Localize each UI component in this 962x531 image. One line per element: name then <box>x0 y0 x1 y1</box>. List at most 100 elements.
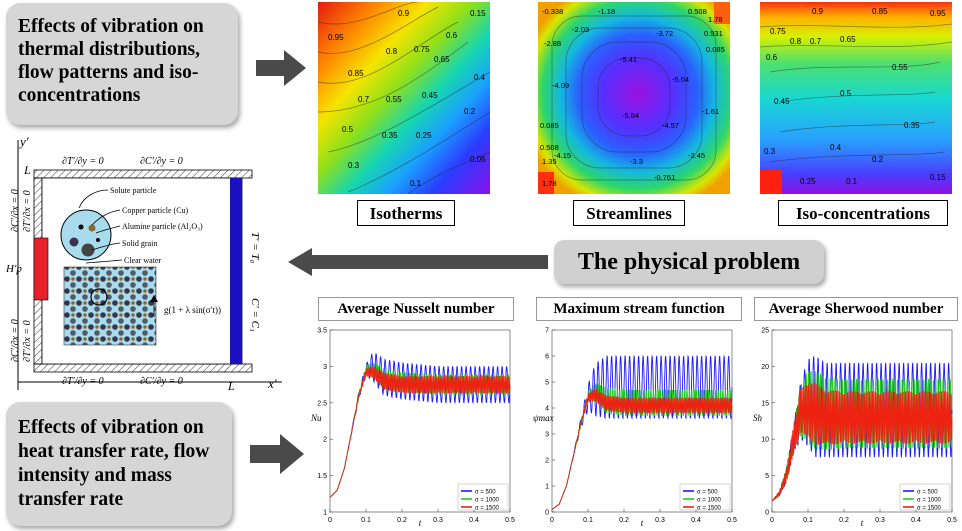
legend-alumina: Alumine particle (Al₂O₃) <box>122 222 203 231</box>
arrow-right-icon <box>256 50 306 86</box>
box-line: Effects of vibration on <box>18 417 204 438</box>
streamline-value: 0.508 <box>540 143 559 152</box>
streamline-value: -4.57 <box>662 121 679 130</box>
y-axis-label: Sh <box>753 413 763 423</box>
isoconc-value: 0.3 <box>764 147 776 156</box>
stream-function-chart: 0 0.1 0.2 0.3 0.4 0.5 0 1 2 3 4 5 6 7 t ψmax σ = 500 σ = … <box>533 328 737 529</box>
isoconcentration-plot: 0.9 0.85 0.95 0.75 0.8 0.7 0.65 0.6 0.55 0.5 0.45 0… <box>760 2 952 194</box>
x-tick-label: 0.4 <box>911 517 921 524</box>
x-axis-label: t <box>419 518 422 528</box>
isotherm-value: 0.65 <box>434 55 450 64</box>
streamline-value: -0.761 <box>654 173 675 182</box>
streamline-value: -3.3 <box>630 157 643 166</box>
right-solutal-bc: C′ = C₁ <box>249 298 261 332</box>
isotherm-value: 0.1 <box>410 179 422 188</box>
series-line <box>329 366 511 498</box>
isoconc-value: 0.45 <box>774 97 790 106</box>
isotherm-value: 0.4 <box>474 73 486 82</box>
box-line: intensity and mass <box>18 465 172 486</box>
isoconc-value: 0.65 <box>840 35 856 44</box>
streamline-value: -5.41 <box>620 55 637 64</box>
streamline-value: -4.09 <box>552 81 569 90</box>
nusselt-chart: 0 0.1 0.2 0.3 0.4 0.5 1 1.5 2 2.5 3 3.5 t Nu σ = 500 σ … <box>310 328 515 529</box>
arrow-right-icon <box>250 434 304 474</box>
streamline-value: -2.03 <box>572 25 589 34</box>
isoconc-value: 0.75 <box>770 27 786 36</box>
isotherm-plot: 0.9 0.15 0.95 0.8 0.75 0.65 0.6 0.85 0.4 0.7 0.55 0… <box>318 2 490 194</box>
right-thermal-bc: T′ = T₀ <box>249 232 261 264</box>
box-line: transfer rate <box>18 489 124 510</box>
y-tick-label: 25 <box>761 328 769 335</box>
x-tick-label: 0.1 <box>583 517 593 524</box>
bottom-thermal-bc: ∂T′/∂y = 0 <box>62 376 104 387</box>
series-line <box>551 354 733 510</box>
isoconc-value: 0.15 <box>930 173 946 182</box>
left-bottom-thermal-bc: ∂T′/∂x = 0 <box>22 320 33 362</box>
stream-chart-title: Maximum stream function <box>536 297 742 321</box>
y-tick-label: 3.5 <box>317 328 327 335</box>
y-tick-label: 2.5 <box>317 400 327 407</box>
series-line <box>551 388 733 510</box>
x-tick-label: 0.2 <box>839 517 849 524</box>
streamline-value: -5.04 <box>672 75 689 84</box>
streamlines-label: Streamlines <box>573 200 685 226</box>
x-tick-label: 0.2 <box>397 517 407 524</box>
box-line: flow patterns and iso- <box>18 62 199 83</box>
streamline-value: 1.35 <box>542 157 557 166</box>
x-axis-label: t <box>861 518 864 528</box>
isoconc-value: 0.55 <box>892 63 908 72</box>
length-label-bottom: L <box>227 379 235 393</box>
sherwood-chart: 0 0.1 0.2 0.3 0.4 0.5 0 5 10 15 20 25 t Sh σ = 500 σ = … <box>753 328 957 529</box>
left-bottom-solutal-bc: ∂C′/∂x = 0 <box>10 319 21 362</box>
x-tick-label: 0.3 <box>875 517 885 524</box>
isoconc-value: 0.6 <box>766 53 778 62</box>
y-tick-label: 1 <box>323 510 327 517</box>
y-axis-label: y′ <box>18 134 29 149</box>
legend-entry: σ = 500 <box>917 490 938 496</box>
x-tick-label: 0.1 <box>361 517 371 524</box>
box-line: heat transfer rate, flow <box>18 441 210 462</box>
streamline-value: -3.72 <box>656 29 673 38</box>
isoconc-value: 0.25 <box>800 177 816 186</box>
y-axis-label: ψmax <box>533 413 554 423</box>
legend-box <box>679 483 731 511</box>
nusselt-chart-title: Average Nusselt number <box>318 297 514 321</box>
isotherm-value: 0.7 <box>358 95 370 104</box>
isotherm-value: 0.25 <box>416 131 432 140</box>
box-line: Effects of vibration on <box>18 16 204 37</box>
y-tick-label: 1.5 <box>317 473 327 480</box>
legend-solute: Solute particle <box>110 186 157 195</box>
streamline-value: 1.78 <box>708 15 723 24</box>
y-tick-label: 7 <box>545 328 549 335</box>
length-label-top: L <box>23 163 31 177</box>
physical-schematic: y′ x′ L L ∂T′/∂y = 0 ∂C′/∂y = 0 ∂T′/∂y = 0 ∂C′/… <box>5 134 282 393</box>
vibration-effects-rates-box: Effects of vibration on heat transfer ra… <box>6 402 232 526</box>
legend-solid-grain: Solid grain <box>122 239 157 248</box>
legend-entry: σ = 1000 <box>917 498 942 504</box>
y-tick-label: 4 <box>545 406 549 413</box>
isotherm-value: 0.45 <box>422 91 438 100</box>
x-tick-label: 0.3 <box>655 517 665 524</box>
box-line: concentrations <box>18 85 141 106</box>
isoconc-value: 0.9 <box>812 7 824 16</box>
isoconc-value: 0.4 <box>830 143 842 152</box>
y-tick-label: 3 <box>545 432 549 439</box>
streamline-value: -4.15 <box>554 151 571 160</box>
x-tick-label: 0.5 <box>505 517 515 524</box>
streamline-value: 0.085 <box>706 45 725 54</box>
streamline-value: -2.88 <box>544 39 561 48</box>
vibration-effects-distributions-box: Effects of vibration on thermal distribu… <box>6 3 238 125</box>
plot-area <box>329 329 511 513</box>
y-tick-label: 6 <box>545 354 549 361</box>
legend-entry: σ = 1000 <box>475 498 500 504</box>
streamline-value: -5.84 <box>622 111 639 120</box>
legend-box <box>899 483 951 511</box>
x-tick-label: 0.5 <box>727 517 737 524</box>
x-axis-label: t <box>641 518 644 528</box>
y-tick-label: 2 <box>545 458 549 465</box>
legend-entry: σ = 500 <box>475 490 496 496</box>
isotherm-value: 0.15 <box>470 9 486 18</box>
x-tick-label: 0.3 <box>433 517 443 524</box>
isotherms-label: Isotherms <box>357 200 455 226</box>
